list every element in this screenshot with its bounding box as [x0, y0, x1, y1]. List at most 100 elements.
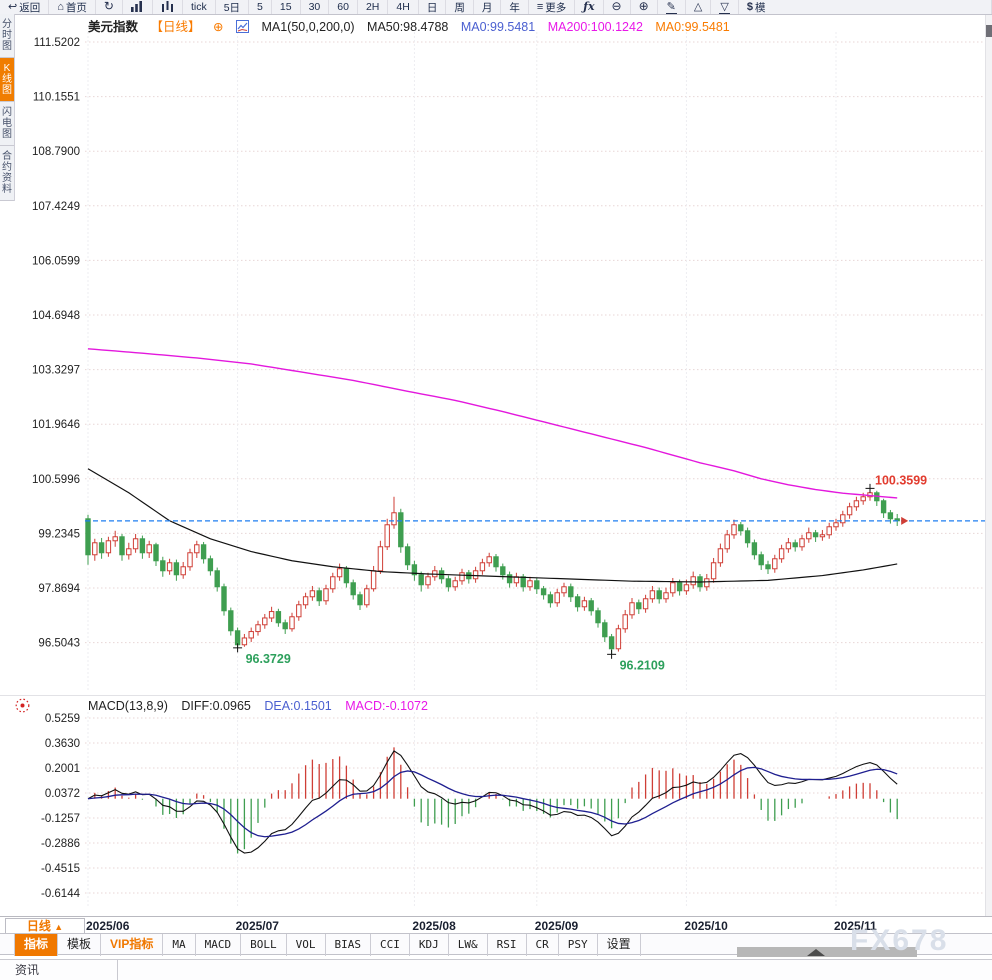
candle-body[interactable]: [629, 602, 635, 616]
candle-body[interactable]: [547, 594, 554, 604]
indicator-button-cci[interactable]: CCI: [371, 934, 410, 956]
candle-body[interactable]: [194, 544, 200, 554]
candle-body[interactable]: [744, 530, 751, 544]
sidebar-tab-time-share-chart[interactable]: 分时图: [0, 14, 14, 58]
candle-body[interactable]: [343, 568, 350, 584]
indicator-button-cr[interactable]: CR: [527, 934, 559, 956]
topbar-item-interval-5[interactable]: 5: [249, 0, 272, 14]
candle-body[interactable]: [540, 588, 547, 596]
topbar-item-formula[interactable]: ƒx: [575, 0, 604, 14]
candle-body[interactable]: [724, 534, 730, 550]
candle-body[interactable]: [683, 584, 690, 592]
candle-body[interactable]: [717, 548, 724, 564]
candle-body[interactable]: [887, 512, 894, 520]
candle-body[interactable]: [98, 542, 105, 554]
candle-body[interactable]: [173, 562, 180, 576]
indicator-button-[interactable]: 设置: [598, 934, 641, 956]
candle-body[interactable]: [561, 586, 567, 594]
indicator-button-psy[interactable]: PSY: [559, 934, 598, 956]
candle-body[interactable]: [404, 546, 411, 566]
candle-body[interactable]: [234, 630, 241, 646]
candle-body[interactable]: [656, 590, 662, 600]
panel-collapse-handle[interactable]: [737, 947, 917, 957]
scrollbar-thumb[interactable]: [986, 25, 992, 37]
topbar-item-interval-day[interactable]: 日: [419, 0, 447, 14]
candle-body[interactable]: [336, 568, 343, 578]
topbar-item-bar-chart[interactable]: [123, 0, 153, 14]
candle-body[interactable]: [112, 536, 118, 542]
topbar-item-interval-year[interactable]: 年: [501, 0, 529, 14]
indicator-button-boll[interactable]: BOLL: [241, 934, 287, 956]
candle-body[interactable]: [472, 570, 479, 580]
topbar-item-sim-trade[interactable]: $ 模: [739, 0, 992, 14]
candle-body[interactable]: [364, 588, 370, 606]
candle-body[interactable]: [765, 564, 771, 570]
topbar-item-interval-60[interactable]: 60: [329, 0, 358, 14]
candle-body[interactable]: [309, 590, 316, 598]
period-dropdown-button[interactable]: 日线 ▲: [5, 918, 85, 934]
candle-body[interactable]: [880, 500, 887, 514]
candle-body[interactable]: [649, 590, 656, 600]
candle-body[interactable]: [452, 580, 458, 588]
candle-body[interactable]: [534, 580, 540, 590]
topbar-item-range-5d[interactable]: 5日: [216, 0, 250, 14]
indicator-button-rsi[interactable]: RSI: [488, 934, 527, 956]
candle-body[interactable]: [126, 548, 132, 556]
indicator-button-vip[interactable]: VIP指标: [101, 934, 164, 956]
candle-body[interactable]: [690, 576, 696, 586]
candle-body[interactable]: [377, 546, 384, 572]
candle-body[interactable]: [166, 562, 173, 572]
topbar-item-draw[interactable]: ✎: [658, 0, 686, 14]
candle-body[interactable]: [819, 534, 826, 538]
candle-body[interactable]: [139, 538, 146, 554]
candle-body[interactable]: [105, 540, 112, 554]
candle-body[interactable]: [704, 578, 710, 588]
candle-body[interactable]: [778, 548, 785, 560]
indicator-button-lw[interactable]: LW&: [449, 934, 488, 956]
candle-body[interactable]: [840, 514, 846, 524]
candle-body[interactable]: [160, 560, 166, 572]
candle-body[interactable]: [486, 556, 492, 564]
candle-body[interactable]: [785, 542, 792, 550]
candle-body[interactable]: [119, 536, 125, 556]
topbar-item-refresh[interactable]: ↻: [96, 0, 123, 14]
topbar-item-interval-15[interactable]: 15: [272, 0, 301, 14]
candle-body[interactable]: [398, 512, 404, 548]
candle-body[interactable]: [642, 598, 649, 610]
candle-body[interactable]: [799, 538, 805, 548]
candle-body[interactable]: [316, 590, 322, 602]
topbar-item-interval-30[interactable]: 30: [301, 0, 330, 14]
candle-body[interactable]: [806, 532, 812, 540]
candle-body[interactable]: [751, 542, 758, 556]
candle-body[interactable]: [853, 500, 860, 508]
topbar-item-volume[interactable]: [153, 0, 183, 14]
vertical-scrollbar[interactable]: [985, 14, 992, 916]
candle-body[interactable]: [85, 518, 91, 556]
candle-body[interactable]: [418, 574, 424, 586]
topbar-item-zoom-in[interactable]: ⊕: [631, 0, 658, 14]
candle-body[interactable]: [146, 544, 152, 554]
candle-body[interactable]: [493, 556, 499, 568]
candle-body[interactable]: [350, 582, 356, 596]
topbar-item-triangle-down[interactable]: ▽: [711, 0, 739, 14]
candle-body[interactable]: [670, 582, 676, 594]
candle-body[interactable]: [581, 600, 588, 608]
candle-body[interactable]: [738, 524, 744, 532]
candle-body[interactable]: [370, 570, 377, 590]
topbar-item-zoom-out[interactable]: ⊖: [604, 0, 631, 14]
topbar-item-interval-4h[interactable]: 4H: [388, 0, 419, 14]
candle-body[interactable]: [636, 602, 642, 610]
candle-body[interactable]: [391, 512, 397, 526]
period-label[interactable]: 【日线】: [150, 20, 201, 34]
candle-body[interactable]: [833, 522, 839, 528]
topbar-item-triangle-up[interactable]: △: [686, 0, 712, 14]
candle-body[interactable]: [479, 562, 486, 572]
sidebar-tab-contract-info[interactable]: 合约资料: [0, 146, 14, 201]
indicator-button-macd[interactable]: MACD: [196, 934, 242, 956]
candle-body[interactable]: [758, 554, 764, 566]
candle-body[interactable]: [826, 526, 832, 536]
candle-body[interactable]: [608, 636, 615, 650]
candle-body[interactable]: [425, 576, 431, 586]
topbar-item-home[interactable]: ⌂ 首页: [49, 0, 96, 14]
